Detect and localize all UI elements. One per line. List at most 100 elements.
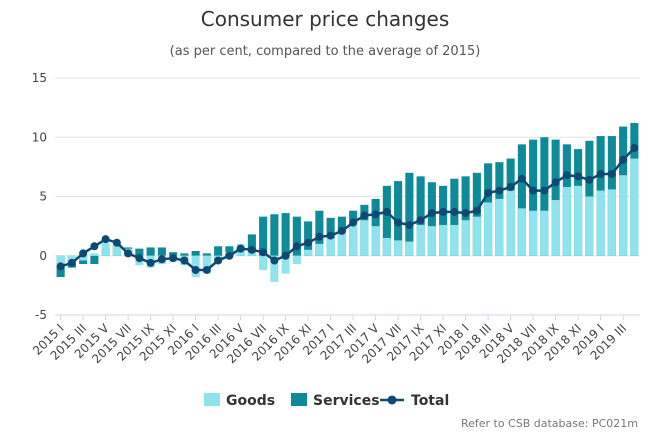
- total-point[interactable]: [427, 209, 436, 218]
- bar-goods[interactable]: [439, 224, 448, 256]
- bar-goods[interactable]: [349, 220, 358, 256]
- total-point[interactable]: [416, 216, 425, 225]
- bar-services[interactable]: [180, 253, 189, 256]
- legend-item-goods[interactable]: Goods: [204, 393, 275, 409]
- total-point[interactable]: [259, 248, 268, 257]
- total-point[interactable]: [461, 209, 470, 218]
- total-point[interactable]: [315, 232, 324, 241]
- bar-services[interactable]: [214, 246, 223, 256]
- bar-goods[interactable]: [495, 198, 504, 256]
- bar-services[interactable]: [135, 248, 144, 256]
- total-point[interactable]: [326, 231, 335, 240]
- bar-goods[interactable]: [382, 237, 391, 256]
- bar-goods[interactable]: [292, 255, 301, 265]
- total-point[interactable]: [247, 245, 256, 254]
- total-point[interactable]: [495, 186, 504, 195]
- total-point[interactable]: [112, 238, 121, 247]
- bar-services[interactable]: [90, 255, 99, 265]
- total-point[interactable]: [360, 211, 369, 220]
- total-point[interactable]: [506, 183, 515, 192]
- bar-goods[interactable]: [360, 220, 369, 256]
- total-point[interactable]: [439, 207, 448, 216]
- total-point[interactable]: [585, 175, 594, 184]
- total-point[interactable]: [517, 174, 526, 183]
- bar-goods[interactable]: [202, 255, 211, 274]
- credits-text[interactable]: Refer to CSB database: PC021m: [461, 417, 638, 430]
- bar-goods[interactable]: [585, 196, 594, 256]
- bar-services[interactable]: [191, 251, 200, 256]
- total-point[interactable]: [472, 206, 481, 215]
- total-point[interactable]: [157, 255, 166, 264]
- bar-goods[interactable]: [247, 252, 256, 256]
- total-point[interactable]: [270, 256, 279, 265]
- bar-services[interactable]: [439, 185, 448, 256]
- bar-services[interactable]: [304, 221, 313, 256]
- total-point[interactable]: [146, 258, 155, 267]
- bar-goods[interactable]: [484, 202, 493, 256]
- total-point[interactable]: [90, 242, 99, 251]
- bar-goods[interactable]: [506, 190, 515, 256]
- bar-services[interactable]: [292, 216, 301, 256]
- total-point[interactable]: [135, 254, 144, 263]
- bar-goods[interactable]: [337, 232, 346, 256]
- bar-services[interactable]: [146, 247, 155, 256]
- total-point[interactable]: [574, 172, 583, 181]
- bar-goods[interactable]: [112, 243, 121, 256]
- total-point[interactable]: [337, 226, 346, 235]
- total-point[interactable]: [540, 186, 549, 195]
- bar-goods[interactable]: [529, 210, 538, 256]
- legend-item-services[interactable]: Services: [291, 393, 380, 409]
- bar-goods[interactable]: [562, 187, 571, 256]
- total-point[interactable]: [596, 169, 605, 178]
- bar-services[interactable]: [427, 182, 436, 256]
- bar-goods[interactable]: [596, 190, 605, 256]
- bar-goods[interactable]: [551, 200, 560, 256]
- bar-goods[interactable]: [450, 224, 459, 256]
- bar-services[interactable]: [540, 137, 549, 256]
- bar-goods[interactable]: [90, 253, 99, 256]
- bar-services[interactable]: [517, 144, 526, 256]
- total-point[interactable]: [101, 235, 110, 244]
- total-point[interactable]: [79, 249, 88, 258]
- total-point[interactable]: [405, 220, 414, 229]
- bar-goods[interactable]: [540, 210, 549, 256]
- total-point[interactable]: [67, 258, 76, 267]
- total-point[interactable]: [236, 244, 245, 253]
- bar-goods[interactable]: [517, 208, 526, 256]
- total-point[interactable]: [394, 218, 403, 227]
- bar-goods[interactable]: [315, 243, 324, 256]
- total-point[interactable]: [191, 265, 200, 274]
- total-point[interactable]: [304, 238, 313, 247]
- total-point[interactable]: [382, 207, 391, 216]
- bar-services[interactable]: [169, 252, 178, 256]
- bar-goods[interactable]: [270, 255, 279, 282]
- bar-goods[interactable]: [326, 237, 335, 256]
- bar-services[interactable]: [382, 185, 391, 256]
- total-point[interactable]: [619, 155, 628, 164]
- total-point[interactable]: [180, 256, 189, 265]
- bar-services[interactable]: [157, 247, 166, 256]
- total-point[interactable]: [169, 254, 178, 263]
- bar-services[interactable]: [270, 214, 279, 256]
- bar-goods[interactable]: [416, 224, 425, 256]
- bar-services[interactable]: [405, 172, 414, 256]
- bar-services[interactable]: [225, 246, 234, 256]
- total-point[interactable]: [630, 143, 639, 152]
- total-point[interactable]: [225, 251, 234, 260]
- bar-goods[interactable]: [101, 242, 110, 256]
- bar-services[interactable]: [202, 253, 211, 256]
- bar-goods[interactable]: [472, 216, 481, 256]
- bar-services[interactable]: [416, 176, 425, 256]
- bar-services[interactable]: [247, 234, 256, 256]
- total-point[interactable]: [371, 210, 380, 219]
- bar-goods[interactable]: [304, 249, 313, 256]
- total-point[interactable]: [551, 178, 560, 187]
- total-point[interactable]: [124, 249, 133, 258]
- bar-goods[interactable]: [259, 255, 268, 270]
- total-point[interactable]: [292, 242, 301, 251]
- total-point[interactable]: [450, 207, 459, 216]
- total-point[interactable]: [214, 256, 223, 265]
- bar-goods[interactable]: [371, 226, 380, 256]
- bar-goods[interactable]: [394, 240, 403, 256]
- bar-services[interactable]: [281, 213, 290, 256]
